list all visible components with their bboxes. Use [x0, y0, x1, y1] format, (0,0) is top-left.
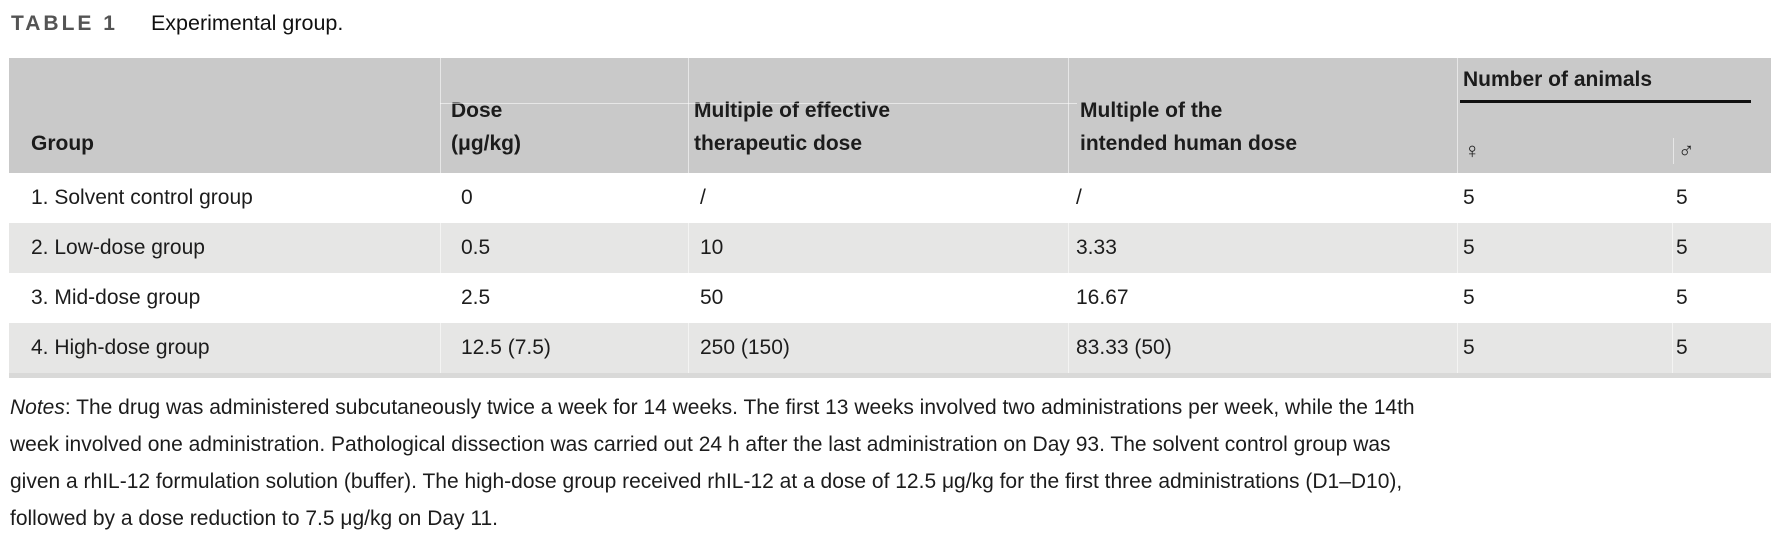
- column-header-multiple-effective-line2: therapeutic dose: [694, 132, 863, 155]
- column-header-multiple-effective-line1: Multiple of effective: [694, 99, 891, 122]
- experimental-group-table: Group Dose (μg/kg) Multiple of effective…: [9, 58, 1771, 378]
- table-row: 1. Solvent control group 0 / / 5 5: [9, 173, 1771, 223]
- cell-multiple-effective: 250 (150): [688, 323, 1068, 373]
- cell-multiple-human: /: [1068, 173, 1457, 223]
- column-header-dose: Dose (μg/kg): [440, 58, 688, 173]
- cell-group: 2. Low-dose group: [31, 236, 205, 259]
- cell-female-count: 5: [1457, 173, 1672, 223]
- column-header-dose-line2: (μg/kg): [451, 132, 522, 155]
- column-header-multiple-human-line2: intended human dose: [1080, 132, 1298, 155]
- table-bottom-rule: [9, 373, 1771, 378]
- cell-female-count: 5: [1457, 223, 1672, 273]
- cell-female-count: 5: [1457, 323, 1672, 373]
- notes-line: Notes: The drug was administered subcuta…: [10, 389, 1780, 426]
- table-caption: TABLE 1 Experimental group.: [9, 8, 1780, 39]
- notes-line: followed by a dose reduction to 7.5 μg/k…: [10, 507, 499, 530]
- cell-dose: 12.5 (7.5): [440, 323, 688, 373]
- notes-line: week involved one administration. Pathol…: [10, 433, 1391, 456]
- notes-line: given a rhIL-12 formulation solution (bu…: [10, 470, 1403, 493]
- table-row: 2. Low-dose group 0.5 10 3.33 5 5: [9, 223, 1771, 273]
- cell-group: 4. High-dose group: [31, 336, 210, 359]
- cell-multiple-effective: 50: [688, 273, 1068, 323]
- column-header-dose-line1: Dose: [451, 99, 503, 122]
- cell-multiple-human: 83.33 (50): [1068, 323, 1457, 373]
- cell-dose: 0: [440, 173, 688, 223]
- cell-male-count: 5: [1672, 323, 1771, 373]
- notes-label: Notes: [10, 396, 65, 419]
- table-number-label: TABLE 1: [11, 12, 118, 35]
- column-header-number-of-animals: Number of animals ♀ ♂: [1457, 58, 1771, 173]
- cell-female-count: 5: [1457, 273, 1672, 323]
- column-header-multiple-effective: Multiple of effective therapeutic dose: [688, 58, 1068, 173]
- cell-multiple-human: 3.33: [1068, 223, 1457, 273]
- number-of-animals-rule: [1460, 100, 1751, 103]
- number-of-animals-label: Number of animals: [1463, 68, 1653, 91]
- column-header-group: Group: [9, 58, 440, 173]
- table-header-row: Group Dose (μg/kg) Multiple of effective…: [9, 58, 1771, 173]
- female-symbol-icon: ♀: [1464, 138, 1481, 163]
- sex-subheader-row: ♀ ♂: [1458, 138, 1771, 173]
- table-notes: Notes: The drug was administered subcuta…: [9, 389, 1780, 536]
- table-row: 4. High-dose group 12.5 (7.5) 250 (150) …: [9, 323, 1771, 373]
- cell-group: 3. Mid-dose group: [31, 286, 201, 309]
- table-title-text: Experimental group.: [150, 11, 344, 35]
- male-symbol-icon: ♂: [1673, 138, 1772, 164]
- table-row: 3. Mid-dose group 2.5 50 16.67 5 5: [9, 273, 1771, 323]
- notes-line-1-text: : The drug was administered subcutaneous…: [64, 396, 1415, 419]
- cell-multiple-effective: 10: [688, 223, 1068, 273]
- cell-multiple-effective: /: [688, 173, 1068, 223]
- cell-dose: 2.5: [440, 273, 688, 323]
- column-header-multiple-human-line1: Multiple of the: [1080, 99, 1223, 122]
- column-header-group-label: Group: [31, 132, 94, 155]
- cell-dose: 0.5: [440, 223, 688, 273]
- cell-male-count: 5: [1672, 173, 1771, 223]
- table-body: 1. Solvent control group 0 / / 5 5 2. Lo…: [9, 173, 1771, 373]
- cell-male-count: 5: [1672, 273, 1771, 323]
- column-header-multiple-human: Multiple of the intended human dose: [1068, 58, 1457, 173]
- cell-multiple-human: 16.67: [1068, 273, 1457, 323]
- cell-male-count: 5: [1672, 223, 1771, 273]
- cell-group: 1. Solvent control group: [31, 186, 253, 209]
